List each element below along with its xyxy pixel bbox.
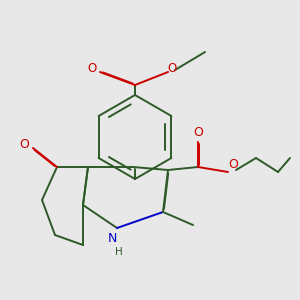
Text: O: O — [87, 62, 97, 76]
Text: N: N — [107, 232, 117, 244]
Text: H: H — [115, 247, 123, 257]
Text: O: O — [167, 61, 177, 74]
Text: O: O — [228, 158, 238, 170]
Text: O: O — [19, 137, 29, 151]
Text: O: O — [193, 125, 203, 139]
